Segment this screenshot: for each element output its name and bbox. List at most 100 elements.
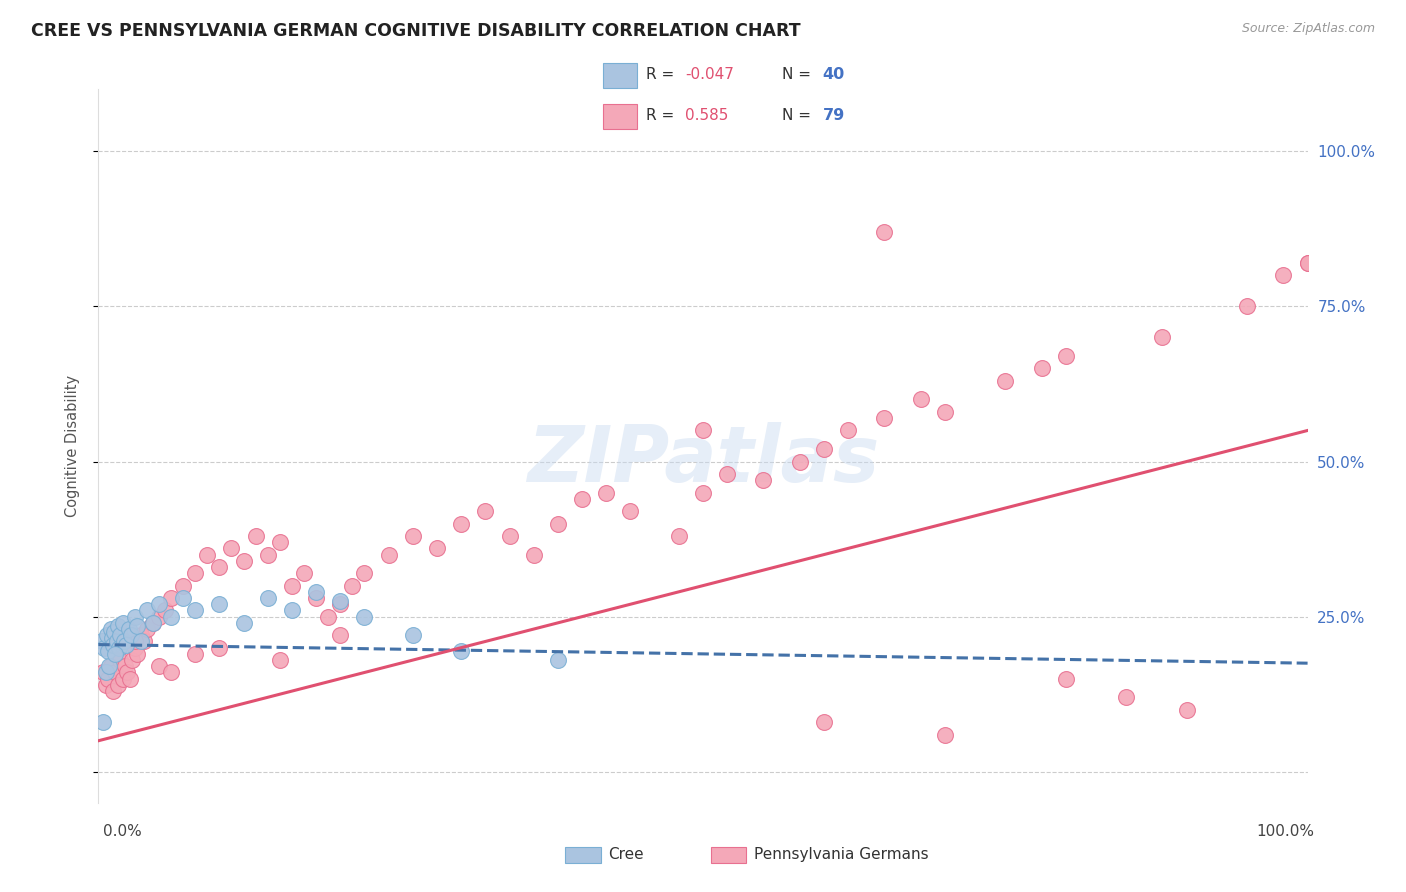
- Point: [101, 638, 124, 652]
- Point: [120, 628, 142, 642]
- Text: 100.0%: 100.0%: [1257, 824, 1315, 838]
- Point: [232, 554, 254, 568]
- Point: [498, 529, 520, 543]
- Point: [305, 584, 328, 599]
- Text: -0.047: -0.047: [685, 68, 734, 82]
- Point: [148, 659, 170, 673]
- Point: [353, 566, 375, 581]
- Point: [105, 634, 128, 648]
- Point: [184, 566, 207, 581]
- Point: [873, 411, 896, 425]
- Point: [232, 615, 254, 630]
- Point: [402, 529, 425, 543]
- Point: [127, 619, 149, 633]
- Point: [104, 665, 127, 680]
- Point: [245, 529, 267, 543]
- Point: [1031, 361, 1053, 376]
- Point: [329, 597, 352, 611]
- Point: [402, 628, 425, 642]
- Text: 40: 40: [823, 68, 845, 82]
- Point: [813, 442, 835, 456]
- Point: [115, 638, 138, 652]
- Point: [547, 516, 569, 531]
- Point: [160, 609, 183, 624]
- Text: 0.585: 0.585: [685, 109, 728, 123]
- Point: [716, 467, 738, 481]
- Text: 79: 79: [823, 109, 845, 123]
- Point: [316, 609, 339, 624]
- Bar: [603, 103, 637, 129]
- Text: R =: R =: [647, 109, 685, 123]
- Point: [108, 640, 131, 655]
- Point: [329, 628, 352, 642]
- Text: Pennsylvania Germans: Pennsylvania Germans: [754, 847, 929, 862]
- Point: [474, 504, 496, 518]
- Point: [329, 594, 352, 608]
- Point: [148, 609, 170, 624]
- Point: [142, 615, 165, 630]
- Point: [305, 591, 328, 605]
- Point: [377, 548, 399, 562]
- Point: [692, 424, 714, 438]
- Point: [100, 622, 122, 636]
- Point: [93, 640, 115, 655]
- Point: [97, 644, 120, 658]
- Point: [910, 392, 932, 407]
- Point: [450, 644, 472, 658]
- Y-axis label: Cognitive Disability: Cognitive Disability: [65, 375, 80, 517]
- Point: [153, 603, 176, 617]
- Point: [127, 647, 149, 661]
- Point: [281, 579, 304, 593]
- Point: [121, 653, 143, 667]
- Point: [142, 615, 165, 630]
- Point: [450, 516, 472, 531]
- Point: [91, 715, 114, 730]
- Point: [994, 374, 1017, 388]
- Point: [172, 579, 194, 593]
- Point: [135, 603, 157, 617]
- Point: [281, 603, 304, 617]
- Point: [269, 535, 291, 549]
- Point: [118, 672, 141, 686]
- Point: [124, 640, 146, 655]
- Point: [184, 603, 207, 617]
- Point: [112, 634, 135, 648]
- Point: [1152, 330, 1174, 344]
- Point: [256, 591, 278, 605]
- Point: [1054, 349, 1077, 363]
- Point: [118, 622, 141, 636]
- Point: [104, 647, 127, 661]
- Point: [208, 560, 231, 574]
- Point: [813, 715, 835, 730]
- Point: [668, 529, 690, 543]
- Point: [873, 225, 896, 239]
- Point: [353, 609, 375, 624]
- Point: [111, 672, 134, 686]
- Point: [571, 491, 593, 506]
- Point: [256, 548, 278, 562]
- Text: CREE VS PENNSYLVANIA GERMAN COGNITIVE DISABILITY CORRELATION CHART: CREE VS PENNSYLVANIA GERMAN COGNITIVE DI…: [31, 22, 800, 40]
- Point: [1236, 299, 1258, 313]
- Point: [111, 615, 134, 630]
- Point: [547, 653, 569, 667]
- Point: [184, 647, 207, 661]
- Bar: [711, 847, 747, 863]
- Point: [1272, 268, 1295, 283]
- Point: [292, 566, 315, 581]
- Point: [208, 640, 231, 655]
- Point: [103, 625, 125, 640]
- Point: [100, 632, 122, 646]
- Bar: [603, 62, 637, 88]
- Point: [148, 597, 170, 611]
- Point: [692, 485, 714, 500]
- Text: R =: R =: [647, 68, 679, 82]
- Point: [160, 591, 183, 605]
- Point: [595, 485, 617, 500]
- Point: [523, 548, 546, 562]
- Point: [135, 622, 157, 636]
- Point: [124, 609, 146, 624]
- Point: [91, 665, 114, 680]
- Point: [134, 634, 156, 648]
- Point: [108, 653, 131, 667]
- Text: N =: N =: [782, 68, 815, 82]
